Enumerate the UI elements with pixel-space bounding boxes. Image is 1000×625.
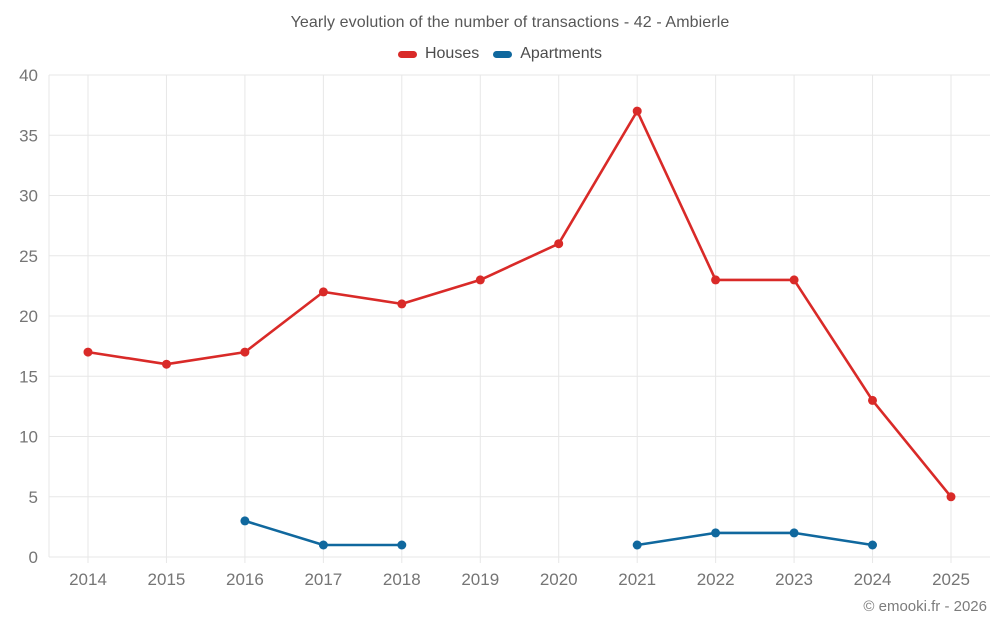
data-point-houses-2014[interactable] [83, 347, 93, 357]
y-tick-label: 0 [29, 548, 38, 567]
data-point-houses-2018[interactable] [397, 299, 407, 309]
legend-label-houses: Houses [424, 45, 480, 62]
y-tick-label: 20 [19, 307, 38, 326]
legend-item-apartments[interactable]: Apartments [493, 45, 602, 63]
houses-series-swatch-icon [397, 50, 417, 58]
x-tick-label: 2018 [383, 570, 421, 589]
data-point-houses-2021[interactable] [632, 106, 642, 116]
apartments-series-swatch-icon [493, 50, 513, 58]
x-tick-label: 2023 [775, 570, 813, 589]
legend: Houses Apartments [0, 45, 1000, 63]
x-tick-label: 2016 [226, 570, 264, 589]
copyright-notice: © emooki.fr - 2026 [863, 598, 987, 615]
x-tick-label: 2015 [148, 570, 186, 589]
data-point-houses-2017[interactable] [318, 287, 328, 297]
data-point-houses-2024[interactable] [868, 395, 877, 405]
x-tick-label: 2021 [618, 570, 656, 589]
chart-title: Yearly evolution of the number of transa… [290, 14, 730, 31]
x-tick-label: 2019 [461, 570, 499, 589]
data-point-houses-2022[interactable] [711, 275, 721, 285]
data-point-apartments-2016[interactable] [240, 516, 250, 526]
data-point-houses-2023[interactable] [789, 275, 799, 285]
data-point-houses-2020[interactable] [554, 239, 564, 249]
y-tick-label: 40 [19, 66, 38, 85]
x-tick-label: 2017 [304, 570, 342, 589]
data-point-apartments-2021[interactable] [632, 540, 642, 550]
data-point-apartments-2024[interactable] [868, 540, 877, 550]
y-tick-label: 5 [29, 488, 38, 507]
x-tick-label: 2025 [932, 570, 970, 589]
y-tick-label: 30 [19, 187, 38, 206]
legend-item-houses[interactable]: Houses [397, 45, 480, 63]
series-line-houses [86, 109, 953, 499]
legend-label-apartments: Apartments [520, 45, 603, 62]
data-point-apartments-2017[interactable] [318, 540, 328, 550]
data-point-apartments-2023[interactable] [789, 528, 799, 538]
data-point-apartments-2022[interactable] [711, 528, 721, 538]
data-point-apartments-2018[interactable] [397, 540, 407, 550]
y-tick-label: 10 [19, 428, 38, 447]
data-point-houses-2025[interactable] [946, 492, 956, 502]
x-tick-label: 2022 [697, 570, 735, 589]
data-point-houses-2019[interactable] [475, 275, 485, 285]
y-tick-label: 35 [19, 126, 38, 145]
y-tick-label: 15 [19, 367, 38, 386]
x-tick-label: 2024 [854, 570, 892, 589]
x-tick-label: 2014 [69, 570, 107, 589]
y-tick-label: 25 [19, 247, 38, 266]
x-tick-label: 2020 [540, 570, 578, 589]
data-point-houses-2016[interactable] [240, 347, 250, 357]
data-point-houses-2015[interactable] [162, 359, 171, 369]
